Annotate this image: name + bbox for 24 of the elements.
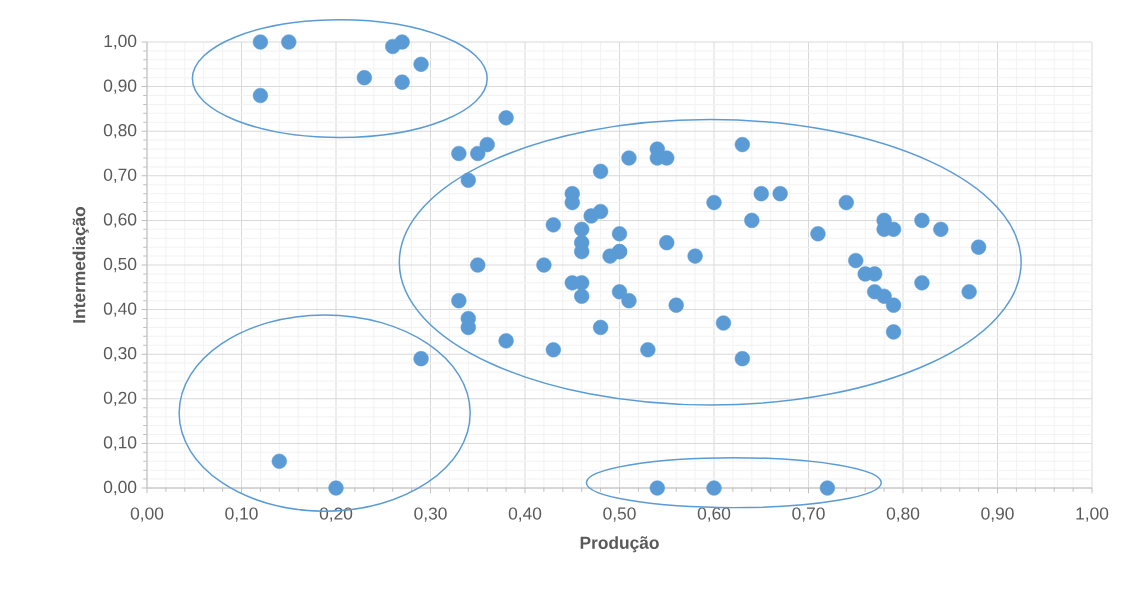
x-axis-title: Produção (580, 536, 659, 553)
x-tick-label: 0,50 (603, 507, 636, 522)
y-tick-label: 0,20 (103, 391, 137, 406)
x-tick-label: 0,30 (414, 507, 447, 522)
y-axis-title: Intermediação (72, 206, 89, 323)
y-tick-label: 0,30 (103, 347, 137, 362)
x-tick-label: 0,40 (508, 507, 542, 522)
y-tick-label: 0,70 (103, 168, 137, 183)
x-tick-label: 0,60 (697, 507, 731, 522)
x-tick-label: 0,90 (981, 507, 1014, 522)
y-tick-label: 0,10 (103, 436, 137, 451)
x-tick-label: 0,20 (319, 507, 353, 522)
x-tick-label: 0,00 (130, 507, 164, 522)
y-tick-label: 0,60 (103, 213, 137, 228)
x-tick-label: 0,70 (792, 507, 825, 522)
y-tick-label: 1,00 (104, 34, 137, 50)
x-tick-label: 0,10 (225, 507, 258, 522)
y-tick-label: 0,00 (103, 480, 137, 496)
y-tick-label: 0,40 (103, 302, 137, 317)
y-tick-label: 0,90 (103, 79, 137, 94)
x-tick-label: 1,00 (1076, 507, 1109, 522)
y-tick-label: 0,80 (103, 124, 137, 139)
x-tick-label: 0,80 (886, 507, 920, 522)
y-tick-label: 0,50 (103, 257, 137, 273)
